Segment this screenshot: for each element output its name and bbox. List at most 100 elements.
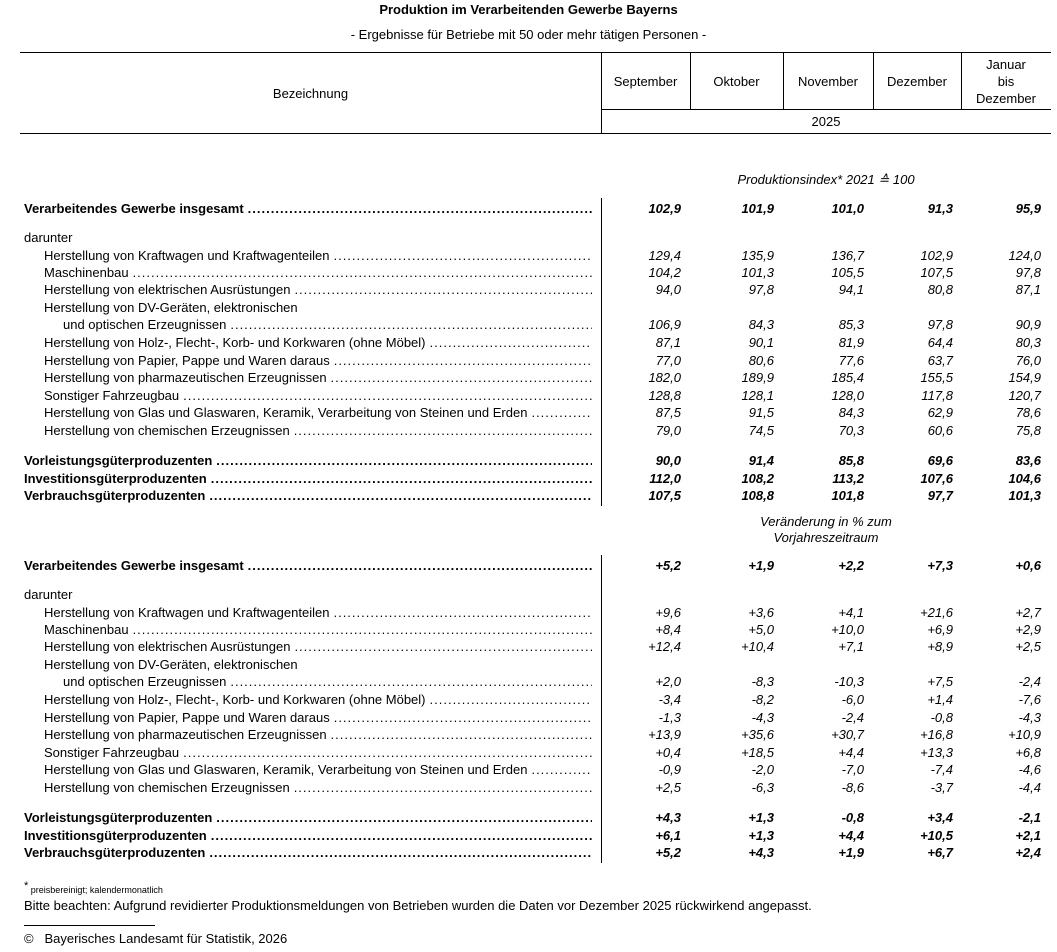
- value-cell: 128,8: [648, 388, 681, 403]
- value-cell: +2,0: [655, 674, 681, 689]
- value-cell: 80,3: [1015, 335, 1041, 350]
- header-divider: [783, 52, 784, 109]
- value-cell: 128,1: [741, 388, 774, 403]
- row-label-cell: Herstellung von Glas und Glaswaren, Kera…: [44, 404, 592, 421]
- value-cell: +6,8: [1015, 745, 1041, 760]
- table-row: Herstellung von Kraftwagen und Kraftwage…: [0, 604, 1057, 621]
- value-cell: 80,6: [748, 353, 774, 368]
- value-cell: +1,9: [838, 845, 864, 860]
- dot-leader: [129, 621, 592, 638]
- value-cell: 97,8: [1015, 265, 1041, 280]
- value-cell: +3,4: [927, 810, 953, 825]
- row-label: Herstellung von chemischen Erzeugnissen: [44, 423, 290, 438]
- value-cell: -4,6: [1018, 762, 1041, 777]
- page-title: Produktion im Verarbeitenden Gewerbe Bay…: [379, 2, 678, 17]
- value-cell: 107,6: [920, 471, 953, 486]
- value-cell: +13,9: [648, 727, 681, 742]
- value-cell: -6,0: [841, 692, 864, 707]
- table-row: Herstellung von DV-Geräten, elektronisch…: [0, 300, 1057, 333]
- header-dezember: Dezember: [887, 73, 947, 89]
- table-row: Maschinenbau 104,2 101,3 105,5 107,5 97,8: [0, 264, 1057, 281]
- table-row: Verbrauchsgüterproduzenten 107,5 108,8 101,…: [0, 487, 1057, 504]
- header-divider: [690, 52, 691, 109]
- copyright-text: Bayerisches Landesamt für Statistik, 202…: [44, 931, 288, 946]
- value-cell: 77,0: [655, 353, 681, 368]
- value-cell: 84,3: [748, 317, 774, 332]
- value-cell: +8,4: [655, 622, 681, 637]
- value-cell: 74,5: [748, 423, 774, 438]
- header-bottom-rule: [20, 133, 1051, 134]
- row-label-cell: Herstellung von Kraftwagen und Kraftwage…: [44, 604, 592, 621]
- value-cell: 101,9: [741, 201, 774, 216]
- row-label-cell: Vorleistungsgüterproduzenten: [24, 452, 592, 469]
- dot-leader: [527, 404, 592, 421]
- header-januar-bis-dezember: Januar bis Dezember: [961, 53, 1051, 109]
- header-cumulative-line: bis: [997, 73, 1015, 89]
- table-row: Maschinenbau +8,4 +5,0 +10,0 +6,9 +2,9: [0, 621, 1057, 638]
- value-cell: 107,5: [920, 265, 953, 280]
- value-cell: -0,9: [658, 762, 681, 777]
- row-label-cell: Sonstiger Fahrzeugbau: [44, 744, 592, 761]
- table-row: Verarbeitendes Gewerbe insgesamt 102,9 101…: [0, 200, 1057, 217]
- value-cell: +4,4: [838, 745, 864, 760]
- value-cell: 90,1: [748, 335, 774, 350]
- value-cell: 69,6: [927, 453, 953, 468]
- value-cell: -8,3: [751, 674, 774, 689]
- dot-leader: [226, 316, 592, 333]
- value-cell: 79,0: [655, 423, 681, 438]
- dot-leader: [290, 779, 592, 796]
- value-cell: 136,7: [831, 248, 864, 263]
- dot-leader: [330, 709, 592, 726]
- value-cell: -3,7: [930, 780, 953, 795]
- footer-rule: [24, 925, 155, 926]
- row-label: Herstellung von elektrischen Ausrüstunge…: [44, 639, 291, 654]
- table-row: Herstellung von pharmazeutischen Erzeugn…: [0, 369, 1057, 386]
- value-cell: 87,5: [655, 405, 681, 420]
- table-row: Herstellung von chemischen Erzeugnissen 7…: [0, 422, 1057, 439]
- copyright: © Bayerisches Landesamt für Statistik, 2…: [24, 931, 287, 946]
- value-cell: -0,8: [841, 810, 864, 825]
- row-label: Herstellung von pharmazeutischen Erzeugn…: [44, 727, 327, 742]
- value-cell: 106,9: [648, 317, 681, 332]
- row-label: Sonstiger Fahrzeugbau: [44, 745, 180, 760]
- table-row: Investitionsgüterproduzenten 112,0 108,2 11…: [0, 470, 1057, 487]
- dot-leader: [329, 604, 592, 621]
- dot-leader: [207, 827, 592, 844]
- table-row: Investitionsgüterproduzenten +6,1 +1,3 +4,4…: [0, 827, 1057, 844]
- notice-text: Bitte beachten: Aufgrund revidierter Pro…: [24, 898, 812, 913]
- table-row: Vorleistungsgüterproduzenten +4,3 +1,3 -0,8…: [0, 809, 1057, 826]
- value-cell: 154,9: [1008, 370, 1041, 385]
- header-divider: [961, 52, 962, 109]
- value-cell: +2,5: [655, 780, 681, 795]
- row-label: darunter: [24, 230, 73, 245]
- dot-leader: [226, 673, 592, 690]
- row-label: Herstellung von Kraftwagen und Kraftwage…: [44, 605, 330, 620]
- row-label-cell: Sonstiger Fahrzeugbau: [44, 387, 592, 404]
- row-label-cell: Herstellung von Glas und Glaswaren, Kera…: [44, 761, 592, 778]
- value-cell: +4,1: [838, 605, 864, 620]
- value-cell: +30,7: [831, 727, 864, 742]
- row-label: Herstellung von chemischen Erzeugnissen: [44, 780, 290, 795]
- table-row: darunter: [0, 229, 1057, 246]
- value-cell: -7,6: [1018, 692, 1041, 707]
- value-cell: 101,8: [831, 488, 864, 503]
- table-row: Sonstiger Fahrzeugbau 128,8 128,1 128,0 117,…: [0, 387, 1057, 404]
- row-label-cell: Herstellung von Kraftwagen und Kraftwage…: [44, 247, 592, 264]
- value-cell: 83,6: [1015, 453, 1041, 468]
- value-cell: +6,1: [655, 828, 681, 843]
- row-label: und optischen Erzeugnissen: [63, 317, 227, 332]
- dot-leader: [330, 352, 592, 369]
- dot-leader: [212, 809, 592, 826]
- row-label-cell: Verarbeitendes Gewerbe insgesamt: [24, 200, 592, 217]
- value-cell: -6,3: [751, 780, 774, 795]
- value-cell: 135,9: [741, 248, 774, 263]
- row-label: Herstellung von Glas und Glaswaren, Kera…: [44, 762, 528, 777]
- row-label: Herstellung von Holz-, Flecht-, Korb- un…: [44, 692, 426, 707]
- value-cell: +21,6: [920, 605, 953, 620]
- dot-leader: [244, 200, 592, 217]
- table-row: Verbrauchsgüterproduzenten +5,2 +4,3 +1,9 +6…: [0, 844, 1057, 861]
- row-label-cell: Herstellung von Holz-, Flecht-, Korb- un…: [44, 334, 592, 351]
- table-row: Herstellung von Papier, Pappe und Waren …: [0, 709, 1057, 726]
- row-label-cell: Verbrauchsgüterproduzenten: [24, 487, 592, 504]
